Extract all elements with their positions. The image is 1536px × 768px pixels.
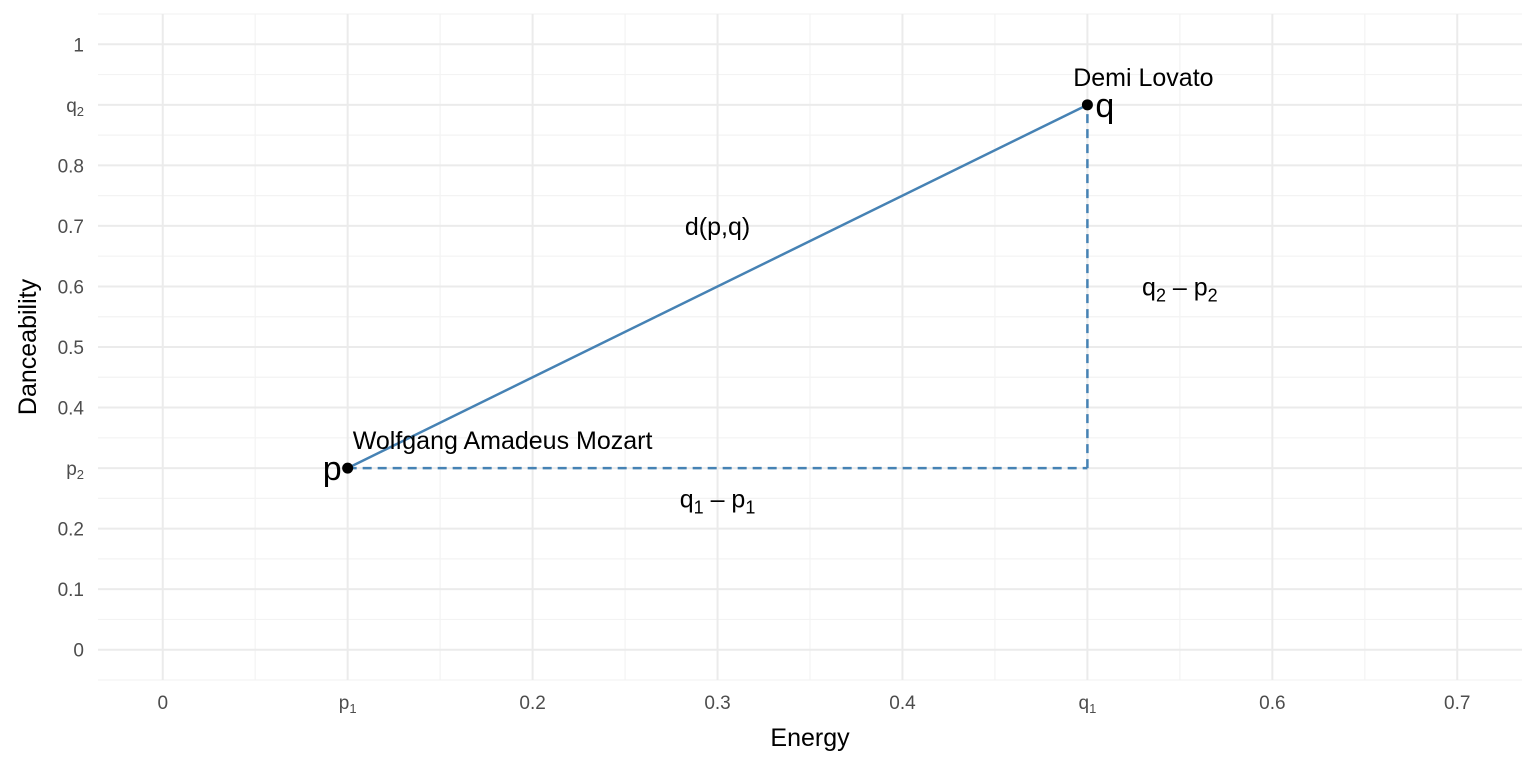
- y-tick-label: 0.7: [58, 217, 84, 238]
- point-letter-q: q: [1095, 87, 1114, 125]
- point-name-p: Wolfgang Amadeus Mozart: [353, 427, 653, 455]
- x-axis-ticks: 0 p1 0.2 0.3 0.4 q1 0.6 0.7: [157, 693, 1470, 716]
- point-p: [342, 462, 354, 474]
- x-tick-label: 0.6: [1259, 693, 1285, 714]
- x-tick-label: 0.7: [1444, 693, 1470, 714]
- point-name-q: Demi Lovato: [1073, 64, 1213, 92]
- annotation-dy: q2 – p2: [1142, 273, 1218, 305]
- x-tick-label: 0.4: [889, 693, 916, 714]
- y-axis-ticks: 0 0.1 0.2 p2 0.4 0.5 0.6 0.7 0.8 q2 1: [58, 35, 85, 661]
- segments: [347, 103, 1089, 470]
- y-tick-label: 0.4: [58, 399, 85, 420]
- y-tick-label: q2: [66, 96, 84, 119]
- y-tick-label: 0.6: [58, 277, 84, 298]
- x-tick-label: 0.2: [519, 693, 545, 714]
- grid: [98, 13, 1522, 681]
- y-tick-label: 0.8: [58, 156, 84, 177]
- x-tick-label: q1: [1078, 693, 1096, 716]
- point-letter-p: p: [323, 450, 342, 488]
- point-q: [1081, 99, 1093, 111]
- x-tick-label: 0: [157, 693, 168, 714]
- y-axis-title: Danceability: [14, 278, 42, 415]
- y-tick-label: p2: [66, 459, 84, 482]
- annotation-distance: d(p,q): [685, 213, 750, 241]
- y-tick-label: 0: [73, 641, 84, 662]
- y-tick-label: 0.1: [58, 580, 84, 601]
- x-tick-label: p1: [339, 693, 357, 716]
- annotations: d(p,q) q1 – p1 q2 – p2: [680, 213, 1218, 517]
- distance-line: [347, 103, 1088, 470]
- annotation-dx: q1 – p1: [680, 485, 756, 517]
- y-tick-label: 1: [73, 35, 84, 56]
- y-tick-label: 0.2: [58, 520, 84, 541]
- y-tick-label: 0.5: [58, 338, 84, 359]
- x-axis-title: Energy: [770, 724, 850, 752]
- x-tick-label: 0.3: [704, 693, 730, 714]
